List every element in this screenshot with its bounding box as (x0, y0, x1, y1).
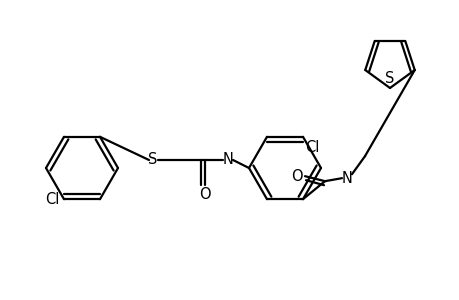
Text: Cl: Cl (45, 192, 60, 207)
Text: Cl: Cl (304, 140, 319, 155)
Text: N: N (341, 171, 352, 186)
Text: O: O (291, 169, 302, 184)
Text: S: S (385, 71, 394, 86)
Text: S: S (148, 152, 157, 167)
Text: O: O (199, 187, 210, 202)
Text: N: N (222, 152, 233, 167)
